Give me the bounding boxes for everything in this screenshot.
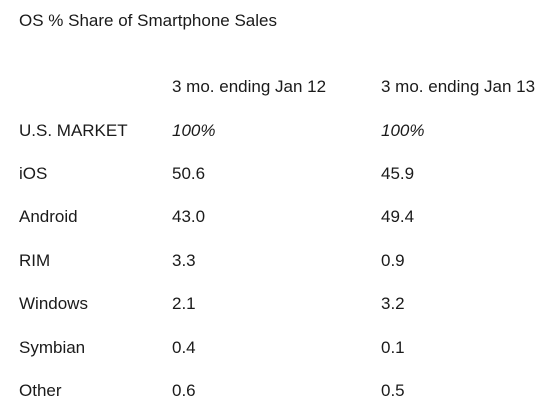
cell-android-jan12: 43.0 <box>172 207 206 226</box>
column-header-1: 3 mo. ending Jan 12 <box>172 77 327 96</box>
cell-ios-jan13: 45.9 <box>381 164 415 183</box>
cell-rim-jan13: 0.9 <box>381 251 405 270</box>
row-label-us-market: U.S. MARKET <box>19 121 128 140</box>
cell-symbian-jan13: 0.1 <box>381 338 405 357</box>
row-label-rim: RIM <box>19 251 51 270</box>
cell-rim-jan12: 3.3 <box>172 251 196 270</box>
row-label-symbian: Symbian <box>19 338 86 357</box>
cell-android-jan13: 49.4 <box>381 207 415 226</box>
cell-us-market-jan13: 100% <box>381 121 425 140</box>
row-label-android: Android <box>19 207 78 226</box>
cell-ios-jan12: 50.6 <box>172 164 206 183</box>
cell-windows-jan12: 2.1 <box>172 294 196 313</box>
row-label-windows: Windows <box>19 294 88 313</box>
cell-symbian-jan12: 0.4 <box>172 338 196 357</box>
row-label-ios: iOS <box>19 164 48 183</box>
row-label-other: Other <box>19 381 62 400</box>
cell-windows-jan13: 3.2 <box>381 294 405 313</box>
cell-us-market-jan12: 100% <box>172 121 216 140</box>
table-title: OS % Share of Smartphone Sales <box>19 11 277 30</box>
cell-other-jan13: 0.5 <box>381 381 405 400</box>
cell-other-jan12: 0.6 <box>172 381 196 400</box>
column-header-2: 3 mo. ending Jan 13 <box>381 77 536 96</box>
